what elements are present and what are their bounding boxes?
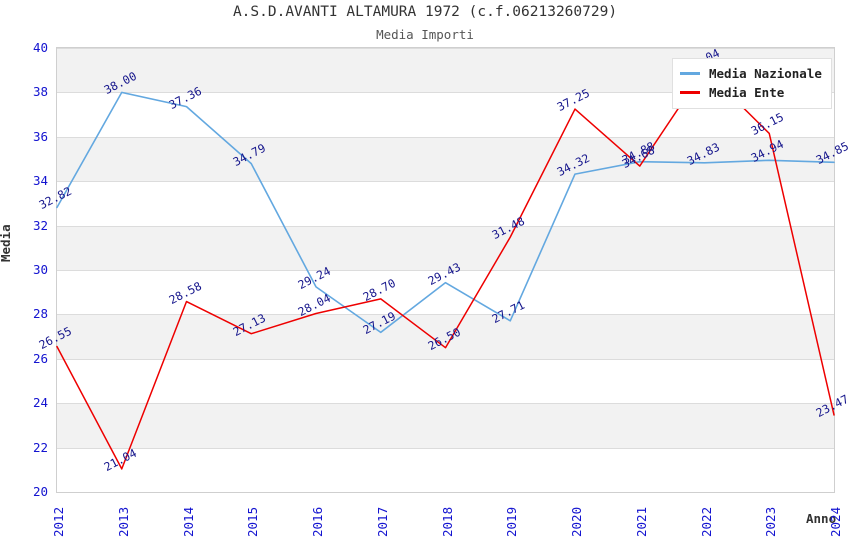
x-axis-tick-label: 2022 [698, 506, 714, 537]
x-axis-tick-label: 2012 [51, 506, 66, 537]
y-axis-tick-label: 34 [32, 173, 48, 189]
legend-label-media-ente: Media Ente [709, 85, 785, 100]
y-axis-tick-label: 22 [32, 439, 48, 455]
y-axis-tick-label: 26 [32, 350, 48, 366]
legend-swatch-media-ente [680, 91, 700, 94]
x-axis-tick-label: 2019 [504, 506, 520, 537]
x-axis-tick-label: 2024 [828, 506, 843, 537]
gridline [57, 226, 834, 227]
plot-band [57, 314, 834, 359]
legend-item-media-ente[interactable]: Media Ente [680, 83, 822, 102]
x-axis-tick-label: 2016 [310, 506, 325, 537]
x-axis-tick-label: 2017 [374, 506, 390, 537]
x-axis-tick-label: 2013 [115, 506, 131, 537]
y-axis-tick-label: 40 [32, 40, 48, 55]
y-axis-tick-label: 38 [32, 84, 48, 100]
x-axis-tick-label: 2021 [633, 506, 649, 537]
y-axis-tick-label: 20 [32, 484, 48, 499]
y-axis-tick-label: 30 [32, 262, 48, 277]
x-axis-tick-label: 2023 [763, 506, 779, 537]
chart-title: A.S.D.AVANTI ALTAMURA 1972 (c.f.06213260… [232, 4, 618, 20]
y-axis-tick-label: 28 [32, 306, 48, 322]
legend-item-media-nazionale[interactable]: Media Nazionale [680, 64, 822, 83]
plot-band [57, 136, 834, 182]
x-axis-tick-label: 2018 [439, 506, 455, 537]
gridline [57, 92, 834, 93]
x-axis-tick-label: 2015 [245, 506, 261, 537]
y-axis-tick-label: 36 [32, 128, 48, 144]
y-axis-tick-label: 24 [32, 395, 48, 411]
legend-swatch-media-nazionale [680, 72, 700, 75]
gridline [57, 181, 834, 182]
gridline [57, 403, 834, 404]
y-axis-tick-label: 32 [32, 217, 48, 233]
plot-background-bands [57, 48, 834, 492]
x-axis-tick-label: 2014 [180, 506, 196, 537]
gridline [57, 270, 834, 271]
plot-band [57, 225, 834, 270]
legend-label-media-nazionale: Media Nazionale [709, 66, 822, 81]
x-axis-tick-label: 2020 [569, 506, 584, 537]
gridline [57, 359, 834, 360]
gridline [57, 314, 834, 315]
gridline [57, 448, 834, 449]
plot-area [56, 47, 835, 493]
x-axis-title: Anno [806, 511, 837, 526]
gridline [57, 48, 834, 49]
series-line-media-nazionale [56, 91, 835, 334]
chart-legend: Media Nazionale Media Ente [672, 58, 832, 109]
chart-subtitle: Media Importi [376, 27, 474, 42]
gridline [57, 137, 834, 138]
plot-band [57, 403, 834, 448]
